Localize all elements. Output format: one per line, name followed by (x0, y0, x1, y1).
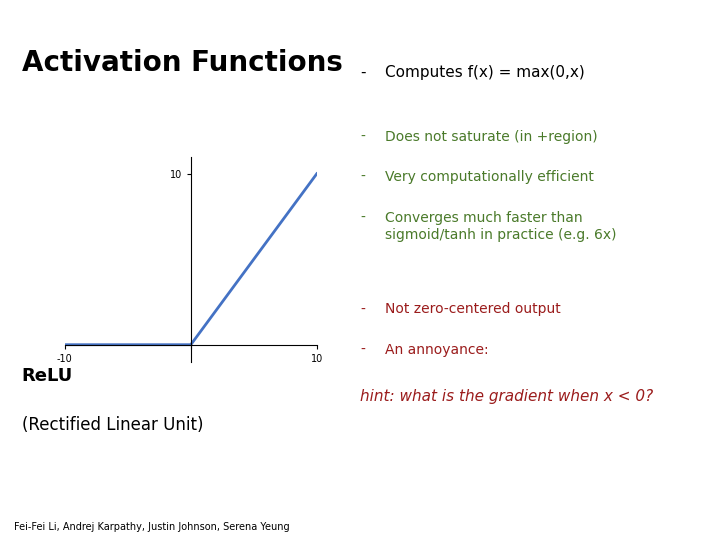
Text: Converges much faster than
sigmoid/tanh in practice (e.g. 6x): Converges much faster than sigmoid/tanh … (385, 211, 617, 242)
Text: Fei-Fei Li, Andrej Karpathy, Justin Johnson, Serena Yeung: Fei-Fei Li, Andrej Karpathy, Justin John… (14, 522, 290, 532)
Text: Very computationally efficient: Very computationally efficient (385, 170, 594, 184)
Text: Computes f(x) = max(0,x): Computes f(x) = max(0,x) (385, 65, 585, 80)
Text: Activation Functions: Activation Functions (22, 49, 343, 77)
Text: -: - (360, 170, 365, 184)
Text: Not zero-centered output: Not zero-centered output (385, 302, 561, 316)
Text: -: - (360, 211, 365, 225)
Text: -: - (360, 343, 365, 357)
Text: (Rectified Linear Unit): (Rectified Linear Unit) (22, 416, 203, 434)
Text: ReLU: ReLU (22, 367, 73, 385)
Text: Does not saturate (in +region): Does not saturate (in +region) (385, 130, 598, 144)
Text: -: - (360, 130, 365, 144)
Text: -: - (360, 65, 366, 80)
Text: An annoyance:: An annoyance: (385, 343, 489, 357)
Text: -: - (360, 302, 365, 316)
Text: hint: what is the gradient when x < 0?: hint: what is the gradient when x < 0? (360, 389, 653, 404)
